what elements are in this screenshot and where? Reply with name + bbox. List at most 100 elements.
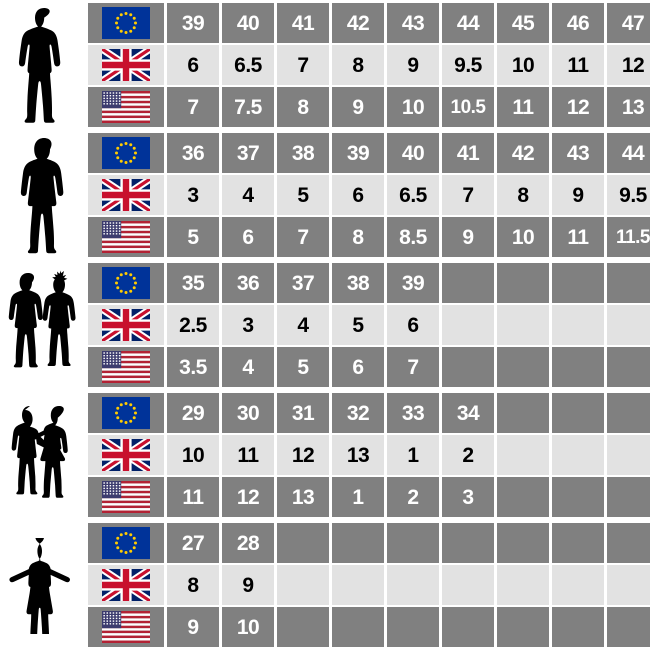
eu-flag-icon: [88, 393, 164, 433]
us-flag-icon: [88, 477, 164, 517]
size-cell: 11.5: [607, 217, 650, 257]
size-row-uk: 2.5 3 4 5 6: [88, 305, 650, 345]
size-cell: 36: [167, 133, 219, 173]
size-cell: 45: [497, 3, 549, 43]
size-cell: 44: [607, 133, 650, 173]
size-cell: 46: [552, 3, 604, 43]
size-cell-empty: [442, 347, 494, 387]
size-cell: 8: [167, 565, 219, 605]
size-cell-empty: [552, 607, 604, 647]
size-cell-empty: [387, 523, 439, 563]
size-cell-empty: [387, 565, 439, 605]
eu-flag-icon: [88, 263, 164, 303]
size-row-us: 3.5 4 5 6 7: [88, 347, 650, 387]
size-cell: 3: [222, 305, 274, 345]
size-cell: 9: [167, 607, 219, 647]
size-cell-empty: [497, 305, 549, 345]
size-row-uk: 6 6.5 7 8 9 9.5 10 11 12: [88, 45, 650, 85]
size-cell: 11: [167, 477, 219, 517]
size-cell: 5: [277, 175, 329, 215]
size-cell-empty: [552, 565, 604, 605]
size-cell: 5: [332, 305, 384, 345]
size-rows: 39 40 41 42 43 44 45 46 47 6 6.5 7 8 9 9.5 10 11 12 7 7.5 8 9…: [88, 0, 650, 130]
size-cell-empty: [387, 607, 439, 647]
size-row-eu: 36 37 38 39 40 41 42 43 44: [88, 133, 650, 173]
size-cell-empty: [332, 565, 384, 605]
uk-flag-icon: [88, 175, 164, 215]
size-cell-empty: [332, 523, 384, 563]
young-children-silhouette-icon: [0, 390, 88, 520]
size-cell-empty: [497, 523, 549, 563]
size-cell: 3: [442, 477, 494, 517]
size-cell: 36: [222, 263, 274, 303]
size-cell: 6: [332, 175, 384, 215]
size-cell-empty: [277, 565, 329, 605]
size-cell-empty: [442, 263, 494, 303]
size-cell: 8: [277, 87, 329, 127]
size-cell: 8.5: [387, 217, 439, 257]
size-cell: 6: [387, 305, 439, 345]
size-cell-empty: [607, 523, 650, 563]
size-cell-empty: [607, 263, 650, 303]
size-cell: 42: [497, 133, 549, 173]
size-cell: 7: [277, 217, 329, 257]
size-cell: 29: [167, 393, 219, 433]
size-rows: 35 36 37 38 39 2.5 3 4 5 6 3.5 4 5 6 7: [88, 260, 650, 390]
older-children-silhouette-icon: [0, 260, 88, 390]
size-cell: 11: [552, 217, 604, 257]
size-cell: 8: [332, 45, 384, 85]
size-cell-empty: [497, 435, 549, 475]
size-cell: 47: [607, 3, 650, 43]
size-cell: 10.5: [442, 87, 494, 127]
size-cell: 5: [277, 347, 329, 387]
size-cell-empty: [552, 523, 604, 563]
uk-flag-icon: [88, 45, 164, 85]
size-cell: 34: [442, 393, 494, 433]
size-cell-empty: [607, 347, 650, 387]
size-cell: 8: [497, 175, 549, 215]
size-cell: 9.5: [607, 175, 650, 215]
size-cell: 9: [387, 45, 439, 85]
size-cell: 6: [332, 347, 384, 387]
size-cell: 2: [442, 435, 494, 475]
size-cell: 11: [497, 87, 549, 127]
size-cell-empty: [497, 393, 549, 433]
size-cell: 12: [277, 435, 329, 475]
size-cell: 41: [442, 133, 494, 173]
size-cell-empty: [332, 607, 384, 647]
size-row-eu: 27 28: [88, 523, 650, 563]
size-group-toddler: 27 28 8 9 9 10: [0, 520, 650, 650]
size-cell: 12: [552, 87, 604, 127]
size-cell-empty: [497, 477, 549, 517]
us-flag-icon: [88, 347, 164, 387]
size-row-uk: 3 4 5 6 6.5 7 8 9 9.5: [88, 175, 650, 215]
size-cell-empty: [497, 565, 549, 605]
size-cell: 2.5: [167, 305, 219, 345]
us-flag-icon: [88, 87, 164, 127]
uk-flag-icon: [88, 305, 164, 345]
size-row-us: 5 6 7 8 8.5 9 10 11 11.5: [88, 217, 650, 257]
eu-flag-icon: [88, 133, 164, 173]
size-cell: 40: [387, 133, 439, 173]
size-cell: 7: [442, 175, 494, 215]
size-cell-empty: [277, 523, 329, 563]
size-cell: 10: [497, 45, 549, 85]
size-cell-empty: [607, 393, 650, 433]
size-cell: 30: [222, 393, 274, 433]
size-rows: 27 28 8 9 9 10: [88, 520, 650, 650]
size-cell: 12: [222, 477, 274, 517]
size-row-eu: 39 40 41 42 43 44 45 46 47: [88, 3, 650, 43]
size-cell: 1: [332, 477, 384, 517]
size-cell: 11: [552, 45, 604, 85]
size-cell: 43: [552, 133, 604, 173]
size-cell: 4: [222, 175, 274, 215]
size-cell: 13: [277, 477, 329, 517]
eu-flag-icon: [88, 523, 164, 563]
us-flag-icon: [88, 607, 164, 647]
size-cell: 9: [442, 217, 494, 257]
size-cell: 9: [332, 87, 384, 127]
eu-flag-icon: [88, 3, 164, 43]
size-cell-empty: [497, 347, 549, 387]
size-cell: 9: [222, 565, 274, 605]
